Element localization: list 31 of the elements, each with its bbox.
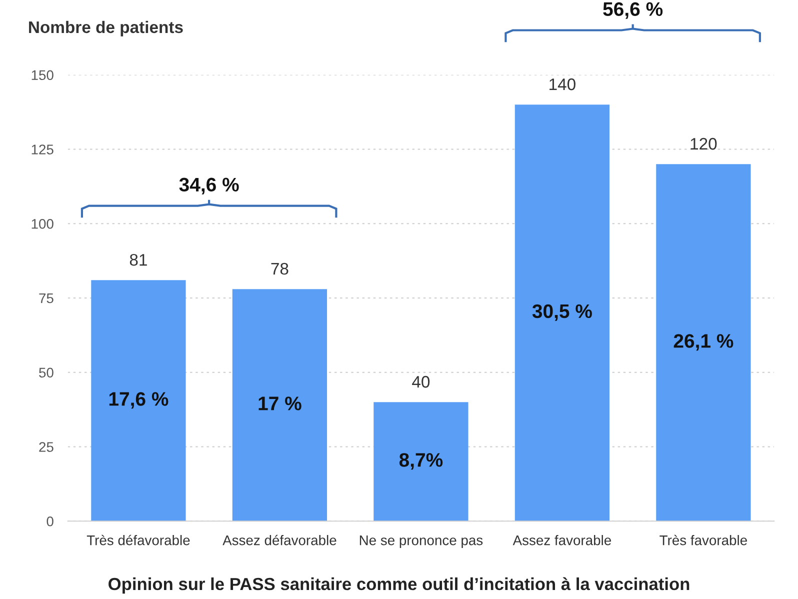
bar: [514, 104, 610, 522]
data-label: 140: [550, 78, 576, 90]
y-tick-label: 100: [32, 218, 54, 229]
data-label: 40: [412, 376, 430, 388]
y-axis-title: Nombre de patients: [29, 20, 183, 36]
annotation: 17 %: [258, 396, 302, 410]
x-tick-label: Très défavorable: [86, 534, 190, 546]
y-tick-label: 125: [32, 144, 54, 154]
x-tick-label: Assez défavorable: [222, 534, 336, 546]
y-tick-label: 150: [32, 70, 54, 80]
bar: [656, 164, 751, 522]
x-tick-label: Ne se prononce pas: [360, 536, 483, 548]
y-tick-label: 50: [39, 368, 54, 378]
annotation: 34,6 %: [179, 178, 239, 194]
bar: [374, 402, 468, 522]
annotation: 17,6 %: [109, 392, 168, 409]
y-tick-label: 25: [39, 442, 54, 452]
data-label: 120: [690, 138, 717, 150]
data-label: 78: [271, 262, 288, 275]
x-axis-title: Opinion sur le PASS sanitaire comme outil d’incitation à la vaccination: [108, 577, 690, 594]
annotation: 26,1 %: [674, 334, 734, 351]
bar: [91, 280, 186, 522]
y-tick-label: 0: [46, 516, 54, 526]
text: 56,6 %: [603, 2, 663, 19]
x-tick-label: Très favorable: [660, 534, 747, 546]
bar: [232, 289, 328, 522]
y-tick-label: 75: [39, 293, 54, 304]
annotation: 30,5 %: [532, 304, 592, 321]
annotation: 8,7%: [399, 453, 443, 470]
x-tick-label: Assez favorable: [512, 535, 611, 546]
data-label: 81: [130, 254, 147, 266]
